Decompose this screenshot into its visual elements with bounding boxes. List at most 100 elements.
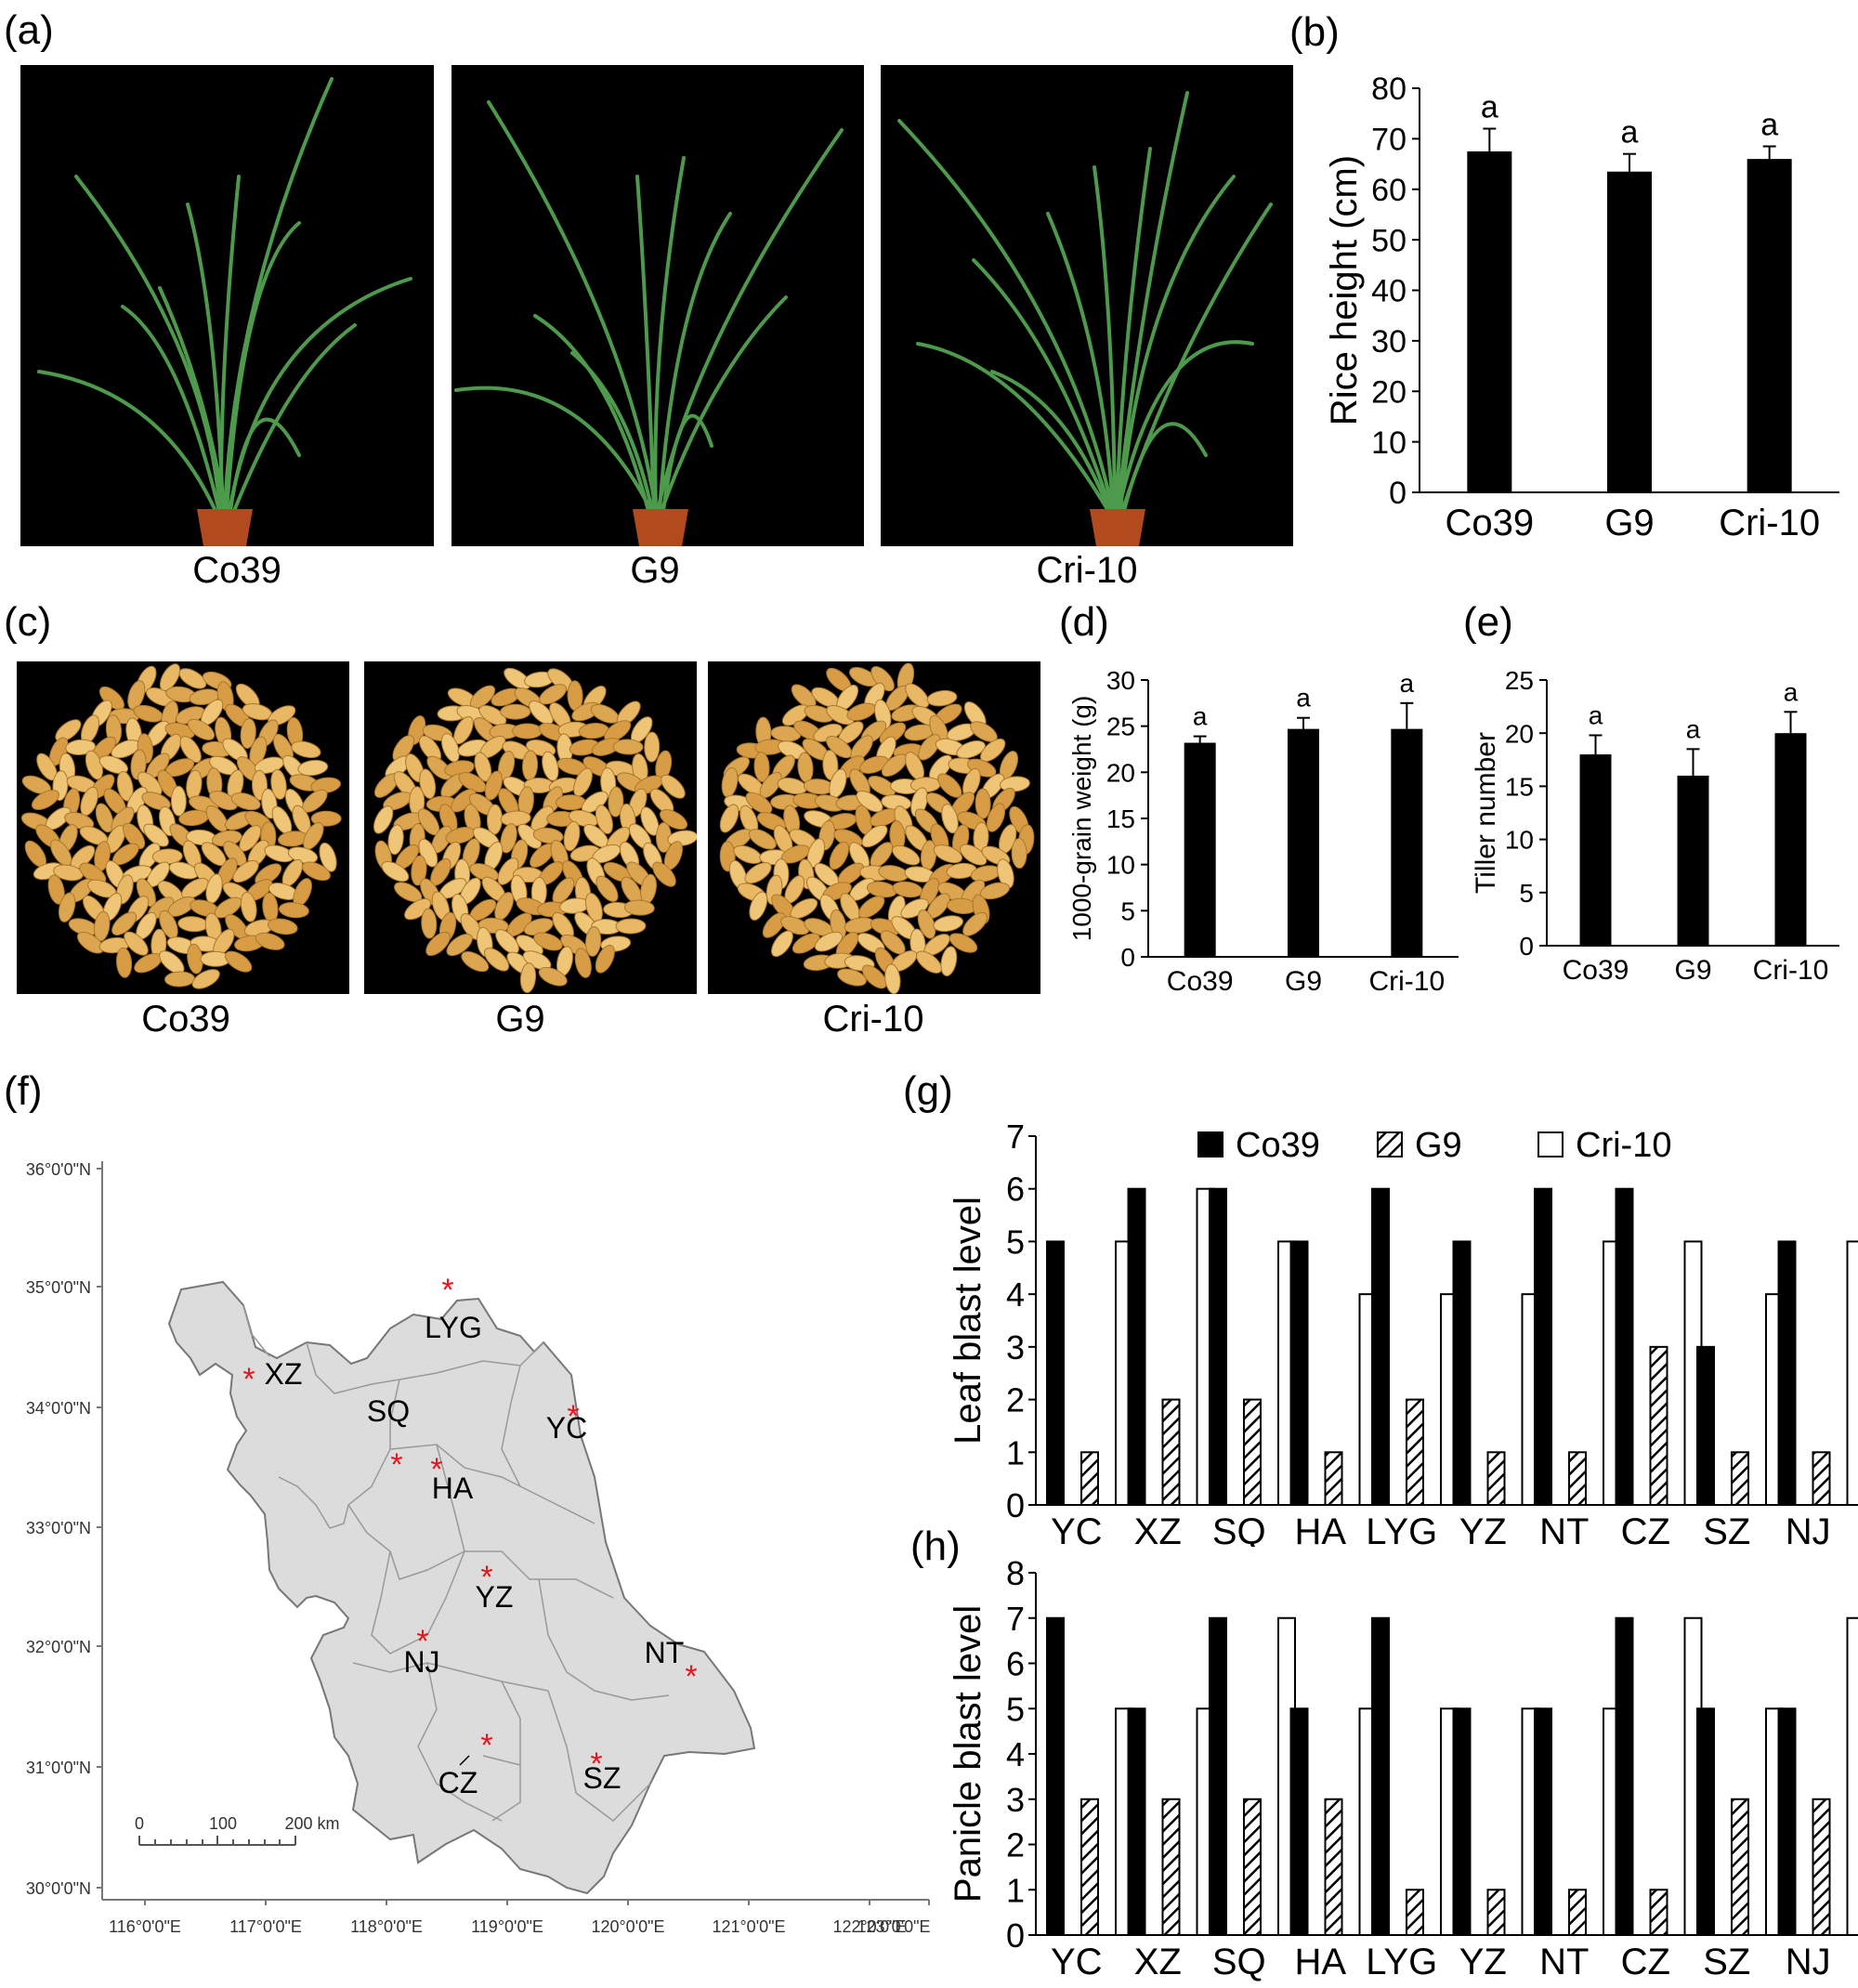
y-tick-label: 6 — [1006, 1171, 1025, 1209]
grain — [949, 933, 978, 953]
bar-co39-xz — [1127, 1707, 1146, 1936]
x-tick-label: XZ — [1134, 1511, 1182, 1547]
grain — [164, 971, 196, 987]
chart-rice-height: 0 10 20 30 40 50 60 70 80 a Co39 a G9 a Cri-10 Rice hei… — [1324, 72, 1839, 543]
grain — [425, 931, 451, 957]
lon-label: 118°0'0"E — [350, 1917, 423, 1936]
grain — [555, 794, 586, 811]
plant-illustration — [37, 77, 412, 546]
grain — [446, 933, 473, 957]
grain — [170, 785, 187, 817]
plant-illustration — [454, 100, 844, 546]
bar-co39-sz — [1696, 1345, 1715, 1506]
grain — [999, 776, 1030, 792]
grain — [979, 882, 1011, 900]
grain — [240, 718, 256, 749]
y-tick-label: 2 — [1006, 1826, 1025, 1864]
site-label-ha: HA — [432, 1471, 474, 1505]
grain — [962, 911, 988, 936]
legend-label-g9: G9 — [1415, 1126, 1462, 1165]
grain — [419, 768, 437, 799]
panel-label-b: (b) — [1289, 9, 1340, 55]
grain — [232, 860, 259, 883]
grain — [574, 948, 592, 978]
grain — [65, 739, 97, 755]
site-label-sz: SZ — [583, 1761, 622, 1795]
grain — [301, 861, 331, 882]
legend-label-co39: Co39 — [1236, 1126, 1320, 1165]
grain — [404, 898, 432, 921]
bar-co39-sz — [1696, 1707, 1715, 1936]
site-label-nj: NJ — [403, 1645, 439, 1679]
bar-co39-yc — [1046, 1240, 1065, 1507]
panel-label-a: (a) — [4, 7, 54, 53]
grain — [124, 931, 149, 956]
grain — [116, 771, 134, 802]
grain — [975, 788, 991, 819]
bar-g9-yz — [1486, 1889, 1506, 1936]
grain — [495, 929, 519, 955]
grain — [178, 668, 207, 689]
grain — [762, 912, 786, 938]
y-axis-title: Rice height (cm) — [1324, 155, 1365, 425]
y-tick-label: 6 — [1006, 1645, 1025, 1683]
x-tick-label: SZ — [1703, 1511, 1750, 1547]
grain — [111, 911, 137, 935]
x-tick-label: Co39 — [1446, 503, 1535, 543]
site-label-yz: YZ — [476, 1580, 514, 1614]
bar-co39 — [1467, 150, 1512, 492]
grain-photo-cri10 — [708, 661, 1040, 994]
bar-g9-nj — [1812, 1451, 1831, 1506]
significance-letter: a — [1760, 108, 1778, 143]
map-jiangsu: 36°0'0"N 35°0'0"N 34°0'0"N 33°0'0"N 32°0'0"N… — [26, 1160, 931, 1936]
chart-tiller-number: 0 5 10 15 20 25 a Co39 a G9 a Cri-10 Tiller number — [1471, 666, 1839, 986]
y-tick-label: 20 — [1106, 758, 1135, 787]
grain — [858, 896, 885, 919]
x-tick-label: LYG — [1366, 1942, 1437, 1982]
grain — [986, 803, 1006, 832]
y-tick-label: 30 — [1371, 324, 1407, 360]
grain — [141, 791, 171, 811]
grain — [644, 731, 661, 763]
grain — [563, 820, 581, 852]
grain — [179, 736, 202, 764]
grain — [123, 822, 146, 850]
photo-c-caption-co39: Co39 — [141, 999, 230, 1040]
grain — [187, 718, 216, 740]
grain — [484, 948, 510, 972]
grain — [177, 916, 209, 933]
plant-illustration — [897, 91, 1273, 546]
y-axis-title: Tiller number — [1471, 732, 1501, 894]
grain — [373, 805, 394, 834]
lat-label: 36°0'0"N — [26, 1160, 91, 1179]
site-star-ha: * — [430, 1452, 442, 1487]
chart-leaf-blast: 0 1 2 3 4 5 6 7 YC XZ SQ HA LYG YZ NT CZ SZ NJ Leaf blast … — [948, 1118, 1858, 1547]
grain — [291, 740, 321, 759]
y-tick-label: 5 — [1519, 879, 1534, 908]
grain — [31, 790, 60, 810]
grain — [278, 902, 309, 919]
legend-swatch-g9 — [1377, 1131, 1403, 1157]
grain-illustration — [20, 663, 342, 989]
x-tick-label: G9 — [1285, 966, 1322, 997]
bar-cri-10-nj — [1846, 1240, 1858, 1507]
y-tick-label: 0 — [1120, 943, 1135, 972]
latitude-ticks: 36°0'0"N 35°0'0"N 34°0'0"N 33°0'0"N 32°0'0"N… — [26, 1160, 102, 1898]
bar-g9-xz — [1161, 1798, 1181, 1936]
grain — [240, 891, 257, 922]
x-tick-label: HA — [1294, 1511, 1346, 1547]
x-tick-label: Co39 — [1563, 955, 1629, 986]
y-tick-label: 3 — [1006, 1328, 1025, 1367]
grain — [753, 752, 770, 783]
grain — [270, 769, 287, 800]
y-tick-label: 4 — [1006, 1735, 1025, 1773]
y-axis-title: 1000-grain weight (g) — [1067, 696, 1096, 942]
y-tick-label: 7 — [1006, 1600, 1025, 1638]
y-tick-label: 25 — [1106, 713, 1135, 741]
photo-c-caption-cri10: Cri-10 — [822, 999, 924, 1040]
site-star-lyg: * — [441, 1273, 453, 1308]
grain — [58, 892, 76, 922]
site-star-nj: * — [416, 1624, 428, 1659]
site-star-xz: * — [242, 1362, 255, 1397]
y-tick-label: 0 — [1006, 1916, 1025, 1955]
